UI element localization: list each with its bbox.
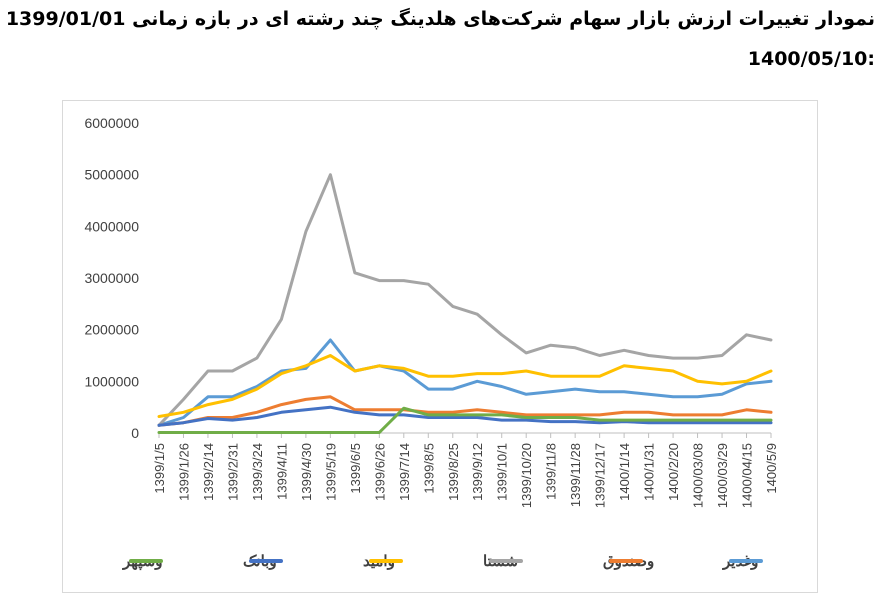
x-tick-label: 1399/6/26 bbox=[372, 443, 387, 501]
x-tick-label: 1399/1/26 bbox=[176, 443, 191, 501]
series-line-وامید bbox=[157, 354, 773, 418]
x-tick-label: 1399/7/14 bbox=[397, 443, 412, 501]
x-tick-label: 1399/3/24 bbox=[250, 443, 265, 501]
y-tick-label: 6000000 bbox=[84, 115, 139, 131]
x-tick-label: 1399/4/11 bbox=[274, 443, 289, 500]
x-tick-label: 1399/8/5 bbox=[421, 443, 436, 494]
y-tick-label: 2000000 bbox=[84, 322, 139, 338]
x-tick-label: 1399/4/30 bbox=[299, 443, 314, 501]
y-tick-label: 3000000 bbox=[84, 270, 139, 286]
x-tick-label: 1399/6/5 bbox=[348, 443, 363, 494]
x-tick-label: 1399/10/1 bbox=[495, 443, 510, 501]
x-tick-label: 1400/1/14 bbox=[617, 443, 632, 501]
x-tick-label: 1400/03/08 bbox=[691, 443, 706, 508]
x-tick-label: 1400/5/9 bbox=[764, 443, 779, 494]
x-tick-label: 1399/5/19 bbox=[323, 443, 338, 501]
series-line-شستا bbox=[157, 173, 773, 427]
y-tick-label: 5000000 bbox=[84, 167, 139, 183]
chart-title-line1: نمودار تغییرات ارزش بازار سهام شرکت‌های … bbox=[0, 8, 875, 30]
x-tick-label: 1399/12/17 bbox=[593, 443, 608, 508]
series-lines bbox=[157, 173, 773, 434]
x-tick-label: 1400/03/29 bbox=[715, 443, 730, 508]
series-line-وبانک bbox=[157, 405, 773, 427]
chart-title-line2: :1400/05/10 bbox=[747, 48, 875, 70]
y-tick-label: 1000000 bbox=[84, 373, 139, 389]
line-chart: 0 1000000 2000000 3000000 4000000 5000000 6000… bbox=[84, 115, 779, 571]
legend: وغدیروصندوقشستاوامیدوبانکوسپهر bbox=[122, 553, 763, 571]
x-tick-label: 1399/8/25 bbox=[446, 443, 461, 501]
y-tick-label: 4000000 bbox=[84, 218, 139, 234]
x-tick-label: 1400/2/20 bbox=[666, 443, 681, 501]
x-tick-label: 1399/2/14 bbox=[201, 443, 216, 501]
x-tick-label: 1399/11/8 bbox=[544, 443, 559, 500]
y-tick-label: 0 bbox=[131, 425, 139, 441]
axes: 0 1000000 2000000 3000000 4000000 5000000 6000… bbox=[84, 115, 779, 508]
x-tick-label: 1400/04/15 bbox=[740, 443, 755, 508]
x-tick-label: 1399/11/28 bbox=[568, 443, 583, 507]
x-tick-label: 1399/1/5 bbox=[152, 443, 167, 494]
chart-area: 0 1000000 2000000 3000000 4000000 5000000 6000… bbox=[62, 100, 818, 593]
series-line-وصندوق bbox=[157, 395, 773, 427]
x-tick-label: 1400/1/31 bbox=[642, 443, 657, 501]
x-tick-label: 1399/10/20 bbox=[519, 443, 534, 508]
series-line-وسپهر bbox=[157, 406, 773, 434]
series-line-وغدیر bbox=[157, 338, 773, 427]
x-tick-label: 1399/2/31 bbox=[225, 443, 240, 501]
x-tick-label: 1399/9/12 bbox=[470, 443, 485, 501]
